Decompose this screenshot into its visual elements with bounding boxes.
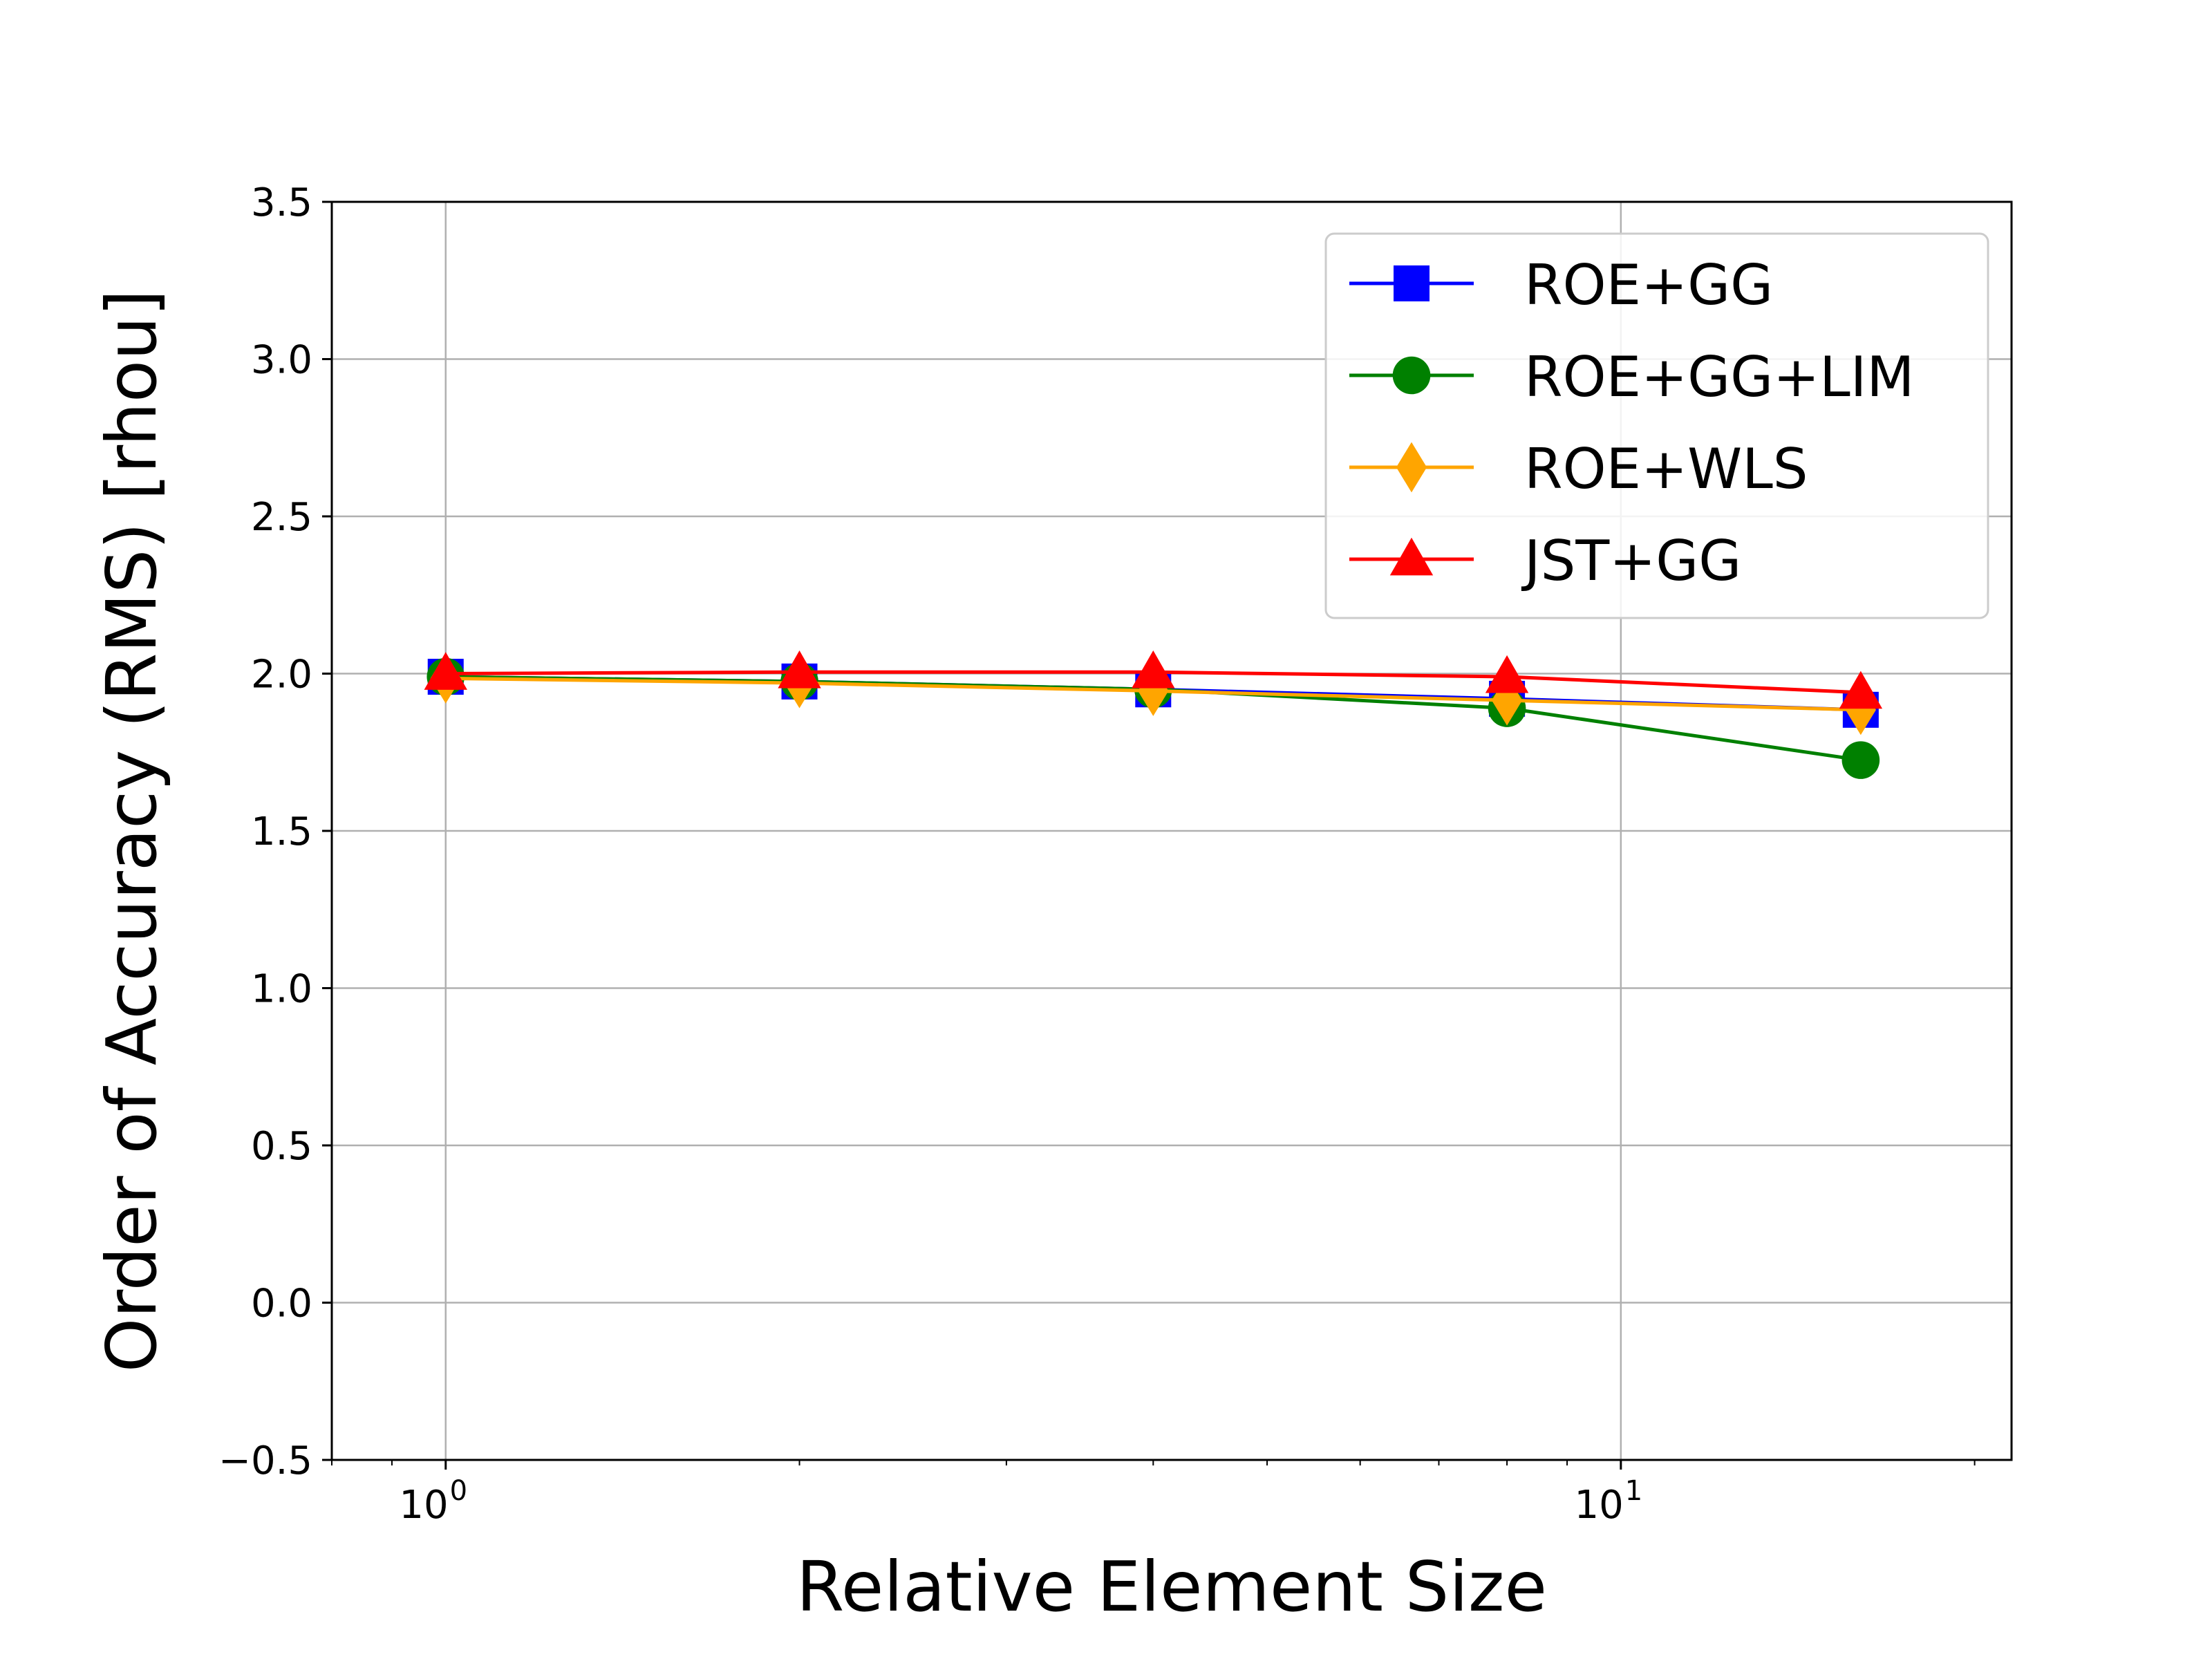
legend-label: ROE+GG+LIM <box>1524 345 1914 409</box>
series-layer <box>424 650 1883 779</box>
y-tick-label: 3.0 <box>251 338 312 383</box>
legend-entry: ROE+WLS <box>1349 437 1808 501</box>
y-tick-label: 1.5 <box>251 809 312 854</box>
data-point-circle <box>1841 741 1880 779</box>
legend-entry: ROE+GG+LIM <box>1349 345 1914 409</box>
x-axis-title: Relative Element Size <box>796 1546 1547 1627</box>
legend-label: ROE+GG <box>1524 253 1773 317</box>
y-tick-label: 0.5 <box>251 1124 312 1169</box>
legend-label: ROE+WLS <box>1524 437 1808 501</box>
data-point-triangle <box>1839 671 1883 709</box>
legend: ROE+GG ROE+GG+LIM ROE+WLS JST+GG <box>1324 232 1989 619</box>
y-tick-label: 3.5 <box>251 180 312 225</box>
data-point-diamond <box>1396 442 1427 493</box>
legend-entry: ROE+GG <box>1349 253 1773 317</box>
data-point-square <box>1394 265 1430 301</box>
y-tick-label: 0.0 <box>251 1282 312 1327</box>
legend-label: JST+GG <box>1521 529 1741 593</box>
y-tick-label: −0.5 <box>218 1438 312 1483</box>
series <box>424 650 1883 709</box>
legend-entry: JST+GG <box>1349 529 1741 593</box>
data-point-triangle <box>424 652 467 690</box>
y-tick-label: 2.0 <box>251 653 312 697</box>
y-tick-label: 1.0 <box>251 967 312 1012</box>
data-point-triangle <box>1389 537 1434 576</box>
legend-box <box>1324 232 1989 619</box>
data-point-triangle <box>778 650 821 688</box>
y-tick-label: 2.5 <box>251 495 312 540</box>
data-point-triangle <box>1485 655 1529 693</box>
data-point-circle <box>1392 356 1431 395</box>
y-axis-title: Order of Accuracy (RMS) [rhou] <box>91 290 172 1373</box>
data-point-triangle <box>1132 650 1175 688</box>
